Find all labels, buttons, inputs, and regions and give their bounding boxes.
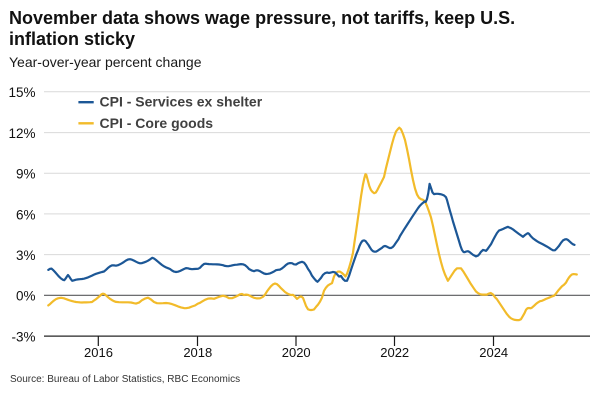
svg-text:CPI - Core goods: CPI - Core goods	[100, 115, 214, 131]
svg-text:2016: 2016	[84, 345, 113, 360]
svg-text:0%: 0%	[16, 289, 36, 304]
svg-text:2022: 2022	[380, 345, 409, 360]
svg-text:15%: 15%	[8, 85, 35, 100]
svg-text:-3%: -3%	[11, 330, 35, 345]
svg-text:9%: 9%	[16, 167, 36, 182]
svg-text:12%: 12%	[8, 126, 35, 141]
svg-text:2024: 2024	[479, 345, 508, 360]
svg-text:CPI - Services ex shelter: CPI - Services ex shelter	[100, 94, 263, 110]
svg-text:2020: 2020	[282, 345, 311, 360]
svg-text:3%: 3%	[16, 248, 36, 263]
svg-text:2018: 2018	[183, 345, 212, 360]
svg-text:6%: 6%	[16, 207, 36, 222]
